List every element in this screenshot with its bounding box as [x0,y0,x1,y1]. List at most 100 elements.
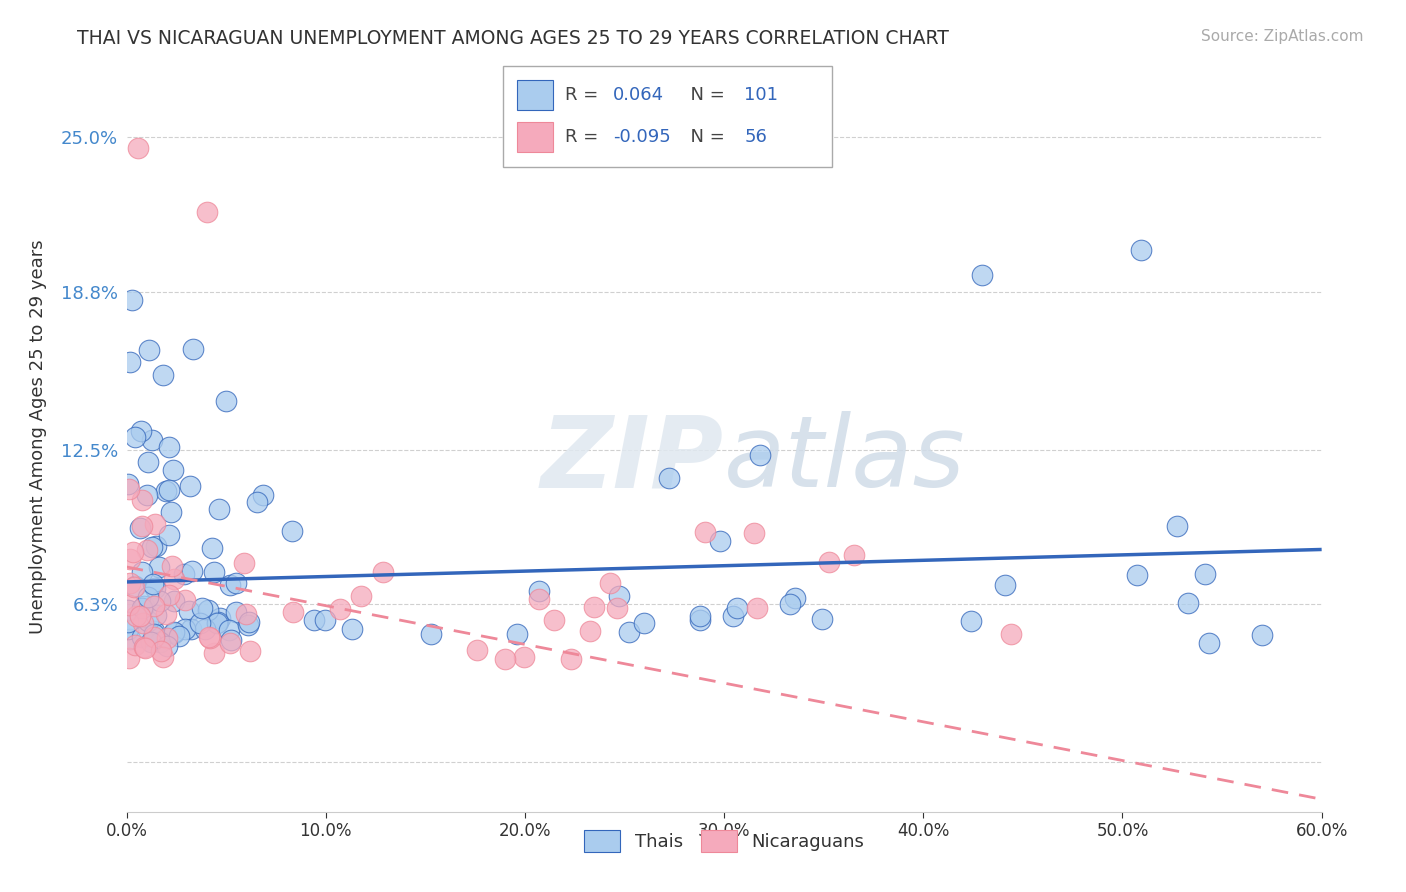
Point [606,601,628,615]
Point [328,602,350,616]
Point [173,623,195,637]
Point [235,607,257,622]
Point [131,601,153,615]
Point [163,625,186,640]
Point [162,463,184,477]
Point [1129,243,1152,257]
Point [124,579,146,593]
Y-axis label: Unemployment Among Ages 25 to 29 years: Unemployment Among Ages 25 to 29 years [30,240,46,634]
Point [136,455,159,469]
Point [202,565,225,579]
Point [141,434,163,448]
Point [149,644,172,658]
Point [141,540,163,554]
Point [198,631,221,645]
Point [156,640,179,654]
Point [811,612,834,626]
Point [219,636,242,650]
Point [180,622,202,636]
Point [132,640,155,655]
Point [1250,628,1272,642]
Text: atlas: atlas [724,411,966,508]
Point [1125,567,1147,582]
Point [177,604,200,618]
Point [599,575,621,590]
Point [167,629,190,643]
Point [179,479,201,493]
Point [138,343,160,357]
Point [136,615,159,629]
Point [818,556,841,570]
Point [129,424,152,438]
Point [118,482,141,496]
Text: ZIP: ZIP [541,411,724,508]
Point [127,141,149,155]
Point [155,607,177,621]
Point [173,567,195,582]
Point [742,525,765,540]
Point [118,355,141,369]
Point [120,575,142,590]
Point [221,633,243,648]
Point [132,616,155,631]
Point [785,591,807,605]
Point [505,626,527,640]
Point [725,600,748,615]
Point [149,635,172,649]
Point [122,580,145,594]
Point [129,521,152,535]
Point [1194,567,1216,582]
Point [141,635,163,649]
Point [607,589,630,603]
Point [960,614,983,628]
Point [117,477,139,491]
Point [689,613,711,627]
Point [142,626,165,640]
Text: -0.095: -0.095 [613,128,671,146]
Point [748,448,770,462]
Point [180,564,202,578]
Point [970,268,993,282]
Point [560,652,582,666]
Point [844,548,866,562]
Point [350,589,373,603]
Point [579,624,602,638]
Point [131,519,153,533]
Text: R =: R = [565,86,605,103]
Text: 101: 101 [744,86,779,103]
Point [120,552,142,566]
Point [134,640,156,655]
Point [160,558,183,573]
Point [117,623,139,637]
Point [205,616,228,631]
Point [207,501,229,516]
Point [1000,627,1022,641]
Point [252,488,274,502]
FancyBboxPatch shape [503,66,832,168]
Point [125,609,148,624]
Point [512,650,534,665]
Point [145,607,167,622]
Point [156,631,179,645]
Point [124,638,146,652]
Text: R =: R = [565,128,605,146]
Point [131,492,153,507]
Point [159,528,181,542]
Point [163,594,186,608]
Point [131,565,153,579]
Point [143,624,166,638]
Point [302,613,325,627]
Point [658,471,681,485]
Point [617,624,640,639]
Point [148,559,170,574]
Point [994,577,1017,591]
Point [543,613,565,627]
FancyBboxPatch shape [517,79,553,110]
Point [195,205,218,219]
Point [117,602,139,616]
Point [238,618,260,632]
Text: N =: N = [679,128,730,146]
Legend: Thais, Nicaraguans: Thais, Nicaraguans [576,822,872,859]
Point [157,440,180,454]
Point [225,575,247,590]
